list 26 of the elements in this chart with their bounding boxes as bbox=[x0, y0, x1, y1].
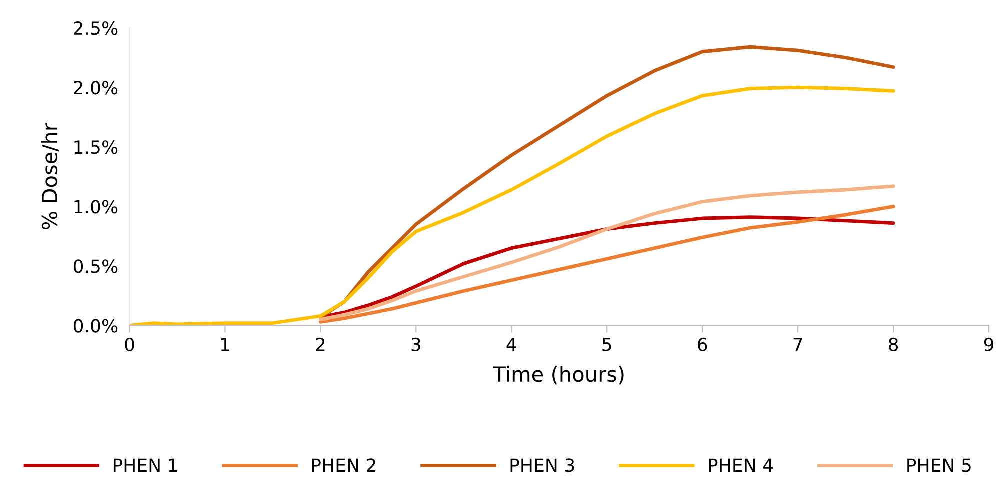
y-tick-label: 1.0% bbox=[74, 200, 118, 214]
x-tick-label: 2 bbox=[316, 338, 325, 352]
x-tick-label: 4 bbox=[506, 338, 516, 352]
y-tick-label: 1.5% bbox=[74, 140, 118, 154]
legend-label: PHEN 5 bbox=[908, 458, 971, 472]
legend-label: PHEN 1 bbox=[114, 458, 178, 472]
x-tick-label: 3 bbox=[412, 338, 420, 352]
x-tick-label: 6 bbox=[698, 338, 708, 352]
x-axis-title: Time (hours) bbox=[493, 366, 624, 385]
x-tick-label: 1 bbox=[221, 338, 230, 352]
y-tick-label: 2.0% bbox=[74, 81, 118, 95]
y-tick-label: 2.5% bbox=[74, 22, 118, 36]
x-tick-label: 7 bbox=[794, 338, 802, 352]
legend-label: PHEN 2 bbox=[312, 458, 376, 472]
line-series bbox=[318, 45, 896, 320]
x-tick-label: 8 bbox=[889, 338, 898, 352]
legend-label: PHEN 4 bbox=[709, 458, 774, 472]
y-tick-label: 0.5% bbox=[74, 260, 118, 274]
x-tick-label: 5 bbox=[602, 338, 612, 352]
x-tick-label: 0 bbox=[125, 338, 134, 352]
legend-label: PHEN 3 bbox=[510, 458, 574, 472]
line-series bbox=[130, 86, 896, 326]
x-tick-label: 9 bbox=[984, 338, 994, 352]
y-tick-label: 0.0% bbox=[74, 319, 118, 333]
line-series bbox=[318, 184, 896, 322]
y-axis-title: % Dose/hr bbox=[41, 123, 60, 230]
